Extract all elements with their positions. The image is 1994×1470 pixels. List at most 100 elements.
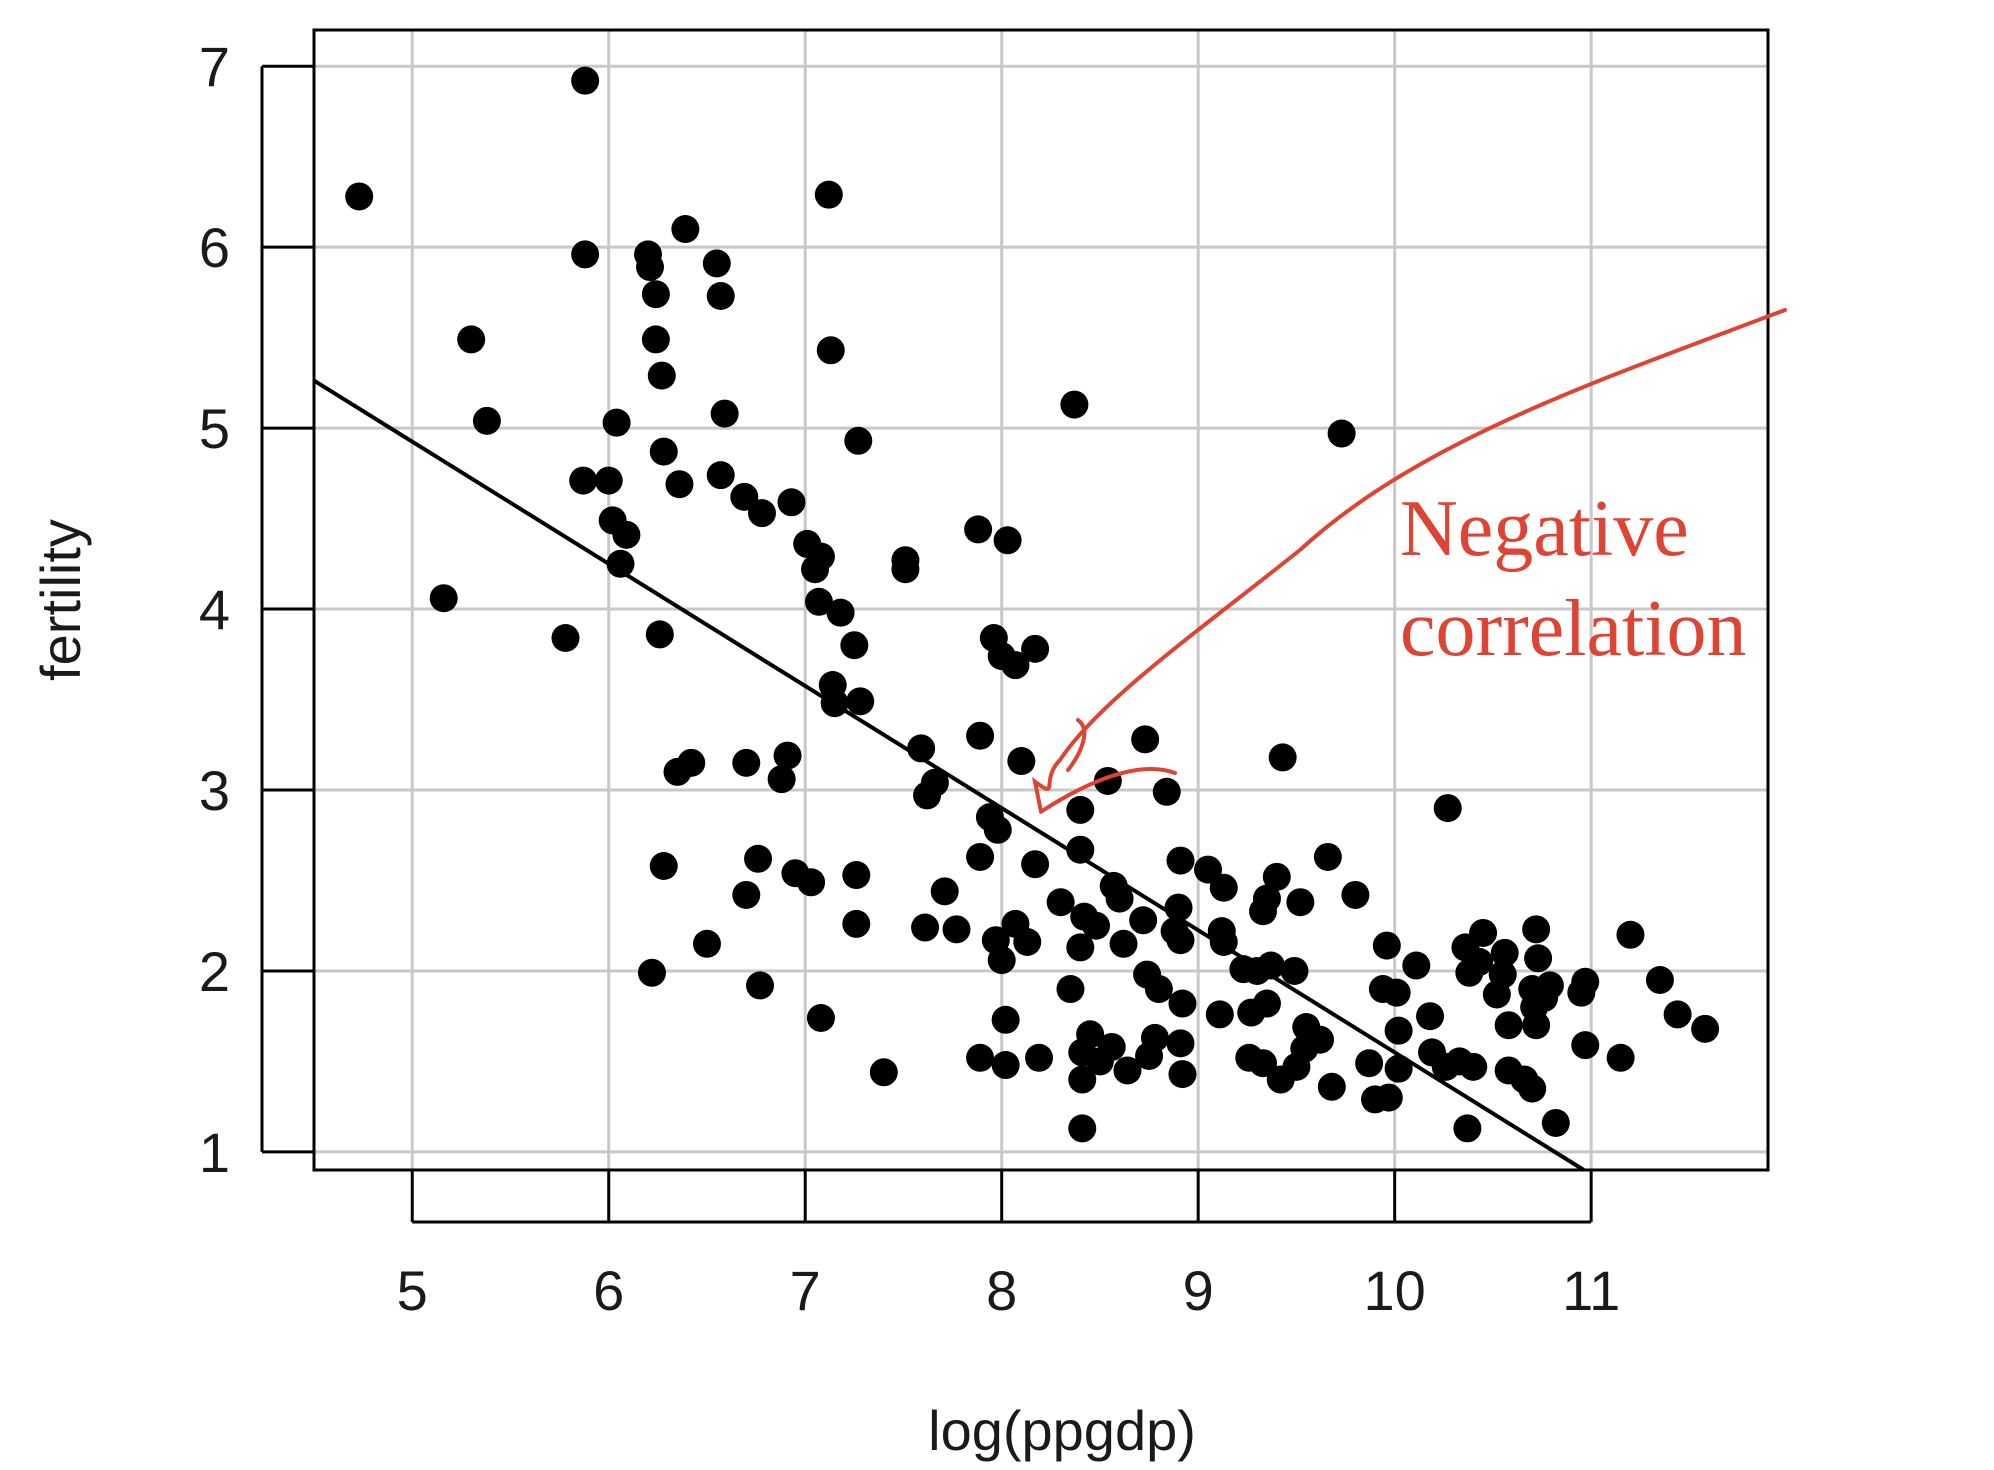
- data-point-56: [806, 1004, 835, 1032]
- data-point-12: [606, 549, 635, 578]
- regression-line: [312, 378, 1585, 1172]
- data-point-150: [1372, 931, 1401, 960]
- data-point-70: [913, 781, 942, 810]
- data-point-21: [702, 249, 731, 278]
- data-point-99: [1131, 725, 1160, 754]
- y-tick-label-1: 2: [199, 940, 230, 1003]
- data-point-27: [777, 488, 806, 517]
- data-point-36: [840, 631, 869, 660]
- data-point-46: [649, 852, 678, 880]
- data-point-61: [993, 526, 1022, 555]
- data-point-25: [730, 482, 759, 511]
- data-point-113: [1113, 1056, 1142, 1085]
- data-point-118: [1168, 989, 1197, 1018]
- data-point-65: [1021, 634, 1050, 663]
- data-point-188: [1691, 1014, 1720, 1043]
- data-point-51: [746, 971, 775, 1000]
- data-point-164: [1469, 918, 1498, 947]
- data-point-50: [732, 880, 761, 909]
- data-point-2: [571, 240, 600, 269]
- data-point-160: [1453, 1114, 1482, 1143]
- data-point-74: [1021, 850, 1050, 879]
- y-tick-label-2: 3: [199, 759, 230, 822]
- data-point-35: [826, 598, 855, 627]
- annotation: Negative correlation: [1032, 308, 1787, 814]
- data-point-1: [571, 66, 600, 95]
- gridlines: [314, 30, 1768, 1170]
- data-point-43: [732, 748, 761, 777]
- data-point-64: [1001, 651, 1030, 680]
- data-point-134: [1280, 956, 1309, 985]
- data-point-76: [911, 913, 940, 942]
- data-point-87: [1066, 835, 1095, 864]
- y-tick-label-4: 5: [199, 397, 230, 460]
- data-point-144: [1317, 1072, 1346, 1101]
- data-point-55: [842, 909, 871, 938]
- data-point-165: [1465, 947, 1494, 976]
- data-point-153: [1384, 1054, 1413, 1083]
- data-point-29: [816, 336, 845, 365]
- data-point-110: [1166, 926, 1195, 955]
- data-point-34: [804, 587, 833, 616]
- y-axis-title: fertility: [29, 519, 92, 681]
- data-point-92: [1056, 975, 1085, 1004]
- data-point-130: [1249, 897, 1278, 926]
- data-point-129: [1262, 862, 1291, 891]
- data-point-127: [1252, 989, 1281, 1018]
- data-point-73: [966, 842, 995, 871]
- data-point-142: [1313, 842, 1342, 871]
- data-point-11: [612, 520, 641, 549]
- data-point-112: [1135, 1042, 1164, 1070]
- y-tick-label-5: 6: [199, 216, 230, 279]
- data-point-182: [1571, 967, 1600, 996]
- data-point-18: [649, 437, 678, 466]
- x-tick-label-6: 11: [1562, 1259, 1620, 1322]
- data-point-8: [594, 466, 623, 495]
- data-point-42: [677, 748, 706, 777]
- data-point-77: [942, 915, 971, 944]
- data-point-133: [1286, 888, 1315, 917]
- data-point-168: [1488, 960, 1517, 989]
- data-point-57: [869, 1058, 898, 1087]
- x-tick-label-1: 6: [593, 1259, 624, 1322]
- data-point-102: [1105, 884, 1134, 913]
- data-point-103: [1129, 906, 1158, 935]
- data-point-40: [645, 620, 674, 649]
- data-point-104: [1109, 929, 1138, 958]
- data-point-6: [551, 624, 580, 652]
- data-point-183: [1571, 1031, 1600, 1060]
- x-tick-label-3: 8: [986, 1259, 1017, 1322]
- data-point-174: [1524, 944, 1553, 973]
- data-point-151: [1382, 978, 1411, 1007]
- data-point-172: [1518, 1074, 1547, 1103]
- data-point-66: [966, 721, 995, 750]
- data-point-0: [345, 182, 374, 211]
- data-point-59: [891, 555, 920, 584]
- x-tick-label-0: 5: [397, 1259, 428, 1322]
- y-tick-label-6: 7: [199, 35, 230, 98]
- annotation-text: Negative correlation: [1400, 485, 1746, 673]
- data-point-75: [930, 877, 959, 906]
- data-point-53: [797, 868, 826, 897]
- data-point-14: [635, 253, 664, 282]
- data-point-106: [1144, 975, 1173, 1004]
- data-point-49: [744, 844, 773, 873]
- data-point-7: [569, 466, 598, 495]
- data-point-80: [1013, 928, 1042, 956]
- data-point-148: [1374, 1083, 1403, 1112]
- data-point-84: [991, 1051, 1020, 1080]
- data-point-81: [987, 946, 1016, 975]
- annotation-arrow: [1032, 308, 1787, 814]
- annotation-line-1: Negative: [1400, 485, 1689, 573]
- data-point-95: [1068, 1065, 1097, 1094]
- data-point-152: [1384, 1016, 1413, 1045]
- x-tick-label-5: 10: [1364, 1259, 1426, 1322]
- data-point-180: [1541, 1108, 1570, 1137]
- data-point-22: [706, 282, 735, 310]
- data-point-96: [1068, 1114, 1097, 1143]
- data-point-115: [1085, 1047, 1114, 1076]
- data-point-39: [846, 687, 875, 716]
- data-point-143: [1341, 880, 1370, 909]
